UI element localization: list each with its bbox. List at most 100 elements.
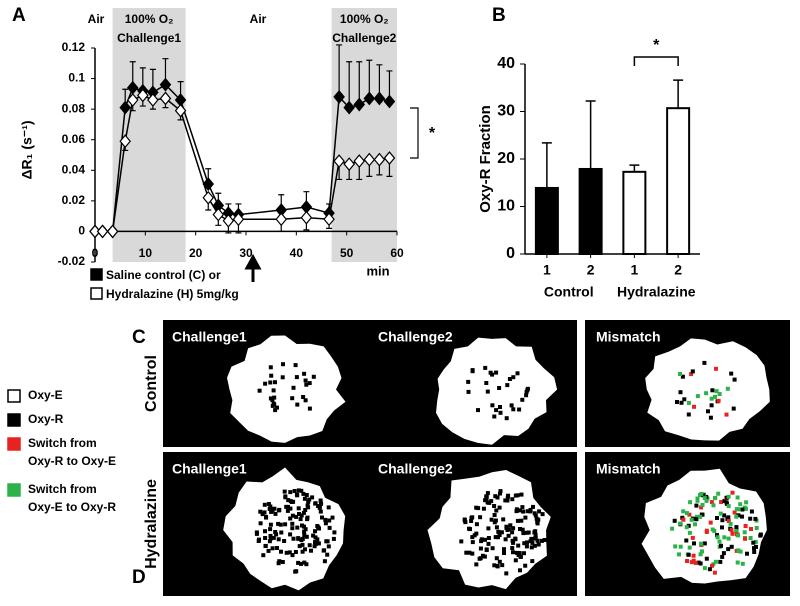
voxel — [681, 517, 686, 522]
voxel — [497, 559, 502, 564]
significance-bracket — [410, 107, 419, 159]
legend-label: Oxy-E — [28, 388, 63, 402]
voxel — [685, 511, 689, 516]
x-tick-label: 2 — [587, 262, 595, 278]
voxel — [713, 496, 717, 501]
voxel — [720, 518, 725, 523]
marker — [343, 100, 355, 115]
panel-letter: B — [492, 5, 506, 26]
voxel — [302, 371, 307, 376]
voxel — [299, 561, 303, 566]
voxel — [520, 527, 525, 532]
y-tick-label: 40 — [497, 55, 515, 72]
legend-label: Switch from — [28, 482, 97, 496]
voxel — [717, 392, 722, 396]
voxel — [722, 535, 727, 540]
voxel — [691, 553, 696, 558]
voxel — [503, 537, 508, 542]
voxel — [298, 517, 303, 522]
marker — [333, 154, 345, 169]
voxel — [536, 517, 541, 522]
voxel — [511, 540, 516, 545]
voxel — [268, 533, 273, 538]
voxel — [715, 533, 719, 538]
x-axis-label: min — [366, 263, 389, 278]
voxel — [515, 518, 520, 523]
voxel — [686, 552, 691, 557]
voxel — [673, 544, 678, 549]
x-tick-label: 0 — [92, 246, 99, 260]
map-title: Challenge1 — [172, 461, 247, 477]
voxel — [511, 375, 516, 380]
annotation: Air — [250, 12, 267, 26]
voxel — [679, 400, 684, 405]
voxel — [515, 371, 520, 376]
voxel — [490, 546, 495, 551]
voxel — [744, 500, 749, 505]
voxel — [257, 388, 262, 393]
marker — [212, 207, 225, 222]
voxel — [678, 390, 683, 395]
voxel — [687, 530, 692, 535]
voxel — [459, 539, 464, 544]
voxel — [530, 559, 535, 564]
voxel — [326, 544, 331, 549]
voxel — [291, 536, 296, 541]
voxel — [467, 550, 472, 555]
voxel — [492, 513, 497, 517]
voxel — [713, 394, 717, 399]
voxel — [521, 509, 526, 514]
voxel — [264, 515, 269, 520]
voxel — [521, 531, 526, 536]
voxel — [303, 527, 308, 532]
voxel — [290, 553, 295, 558]
voxel — [732, 377, 737, 382]
voxel — [493, 535, 498, 540]
voxel — [296, 488, 301, 493]
bar — [534, 186, 559, 256]
voxel — [518, 508, 522, 513]
voxel — [719, 543, 723, 548]
voxel — [273, 380, 277, 385]
voxel — [301, 510, 306, 515]
annotation: Air — [88, 12, 105, 26]
voxel — [254, 531, 259, 536]
voxel — [700, 512, 705, 517]
voxel — [523, 515, 528, 520]
voxel — [515, 550, 519, 555]
voxel — [729, 544, 734, 549]
voxel — [287, 550, 292, 555]
voxel — [686, 412, 691, 417]
voxel — [283, 522, 288, 527]
voxel — [715, 535, 720, 540]
voxel — [729, 371, 734, 376]
voxel — [486, 541, 491, 546]
voxel — [751, 540, 756, 545]
voxel — [528, 539, 533, 544]
voxel — [504, 416, 509, 421]
marker — [159, 91, 172, 106]
voxel — [263, 543, 268, 548]
voxel — [535, 538, 540, 543]
voxel — [494, 408, 499, 413]
voxel — [728, 521, 733, 526]
voxel — [497, 386, 502, 390]
voxel — [506, 533, 511, 538]
voxel — [271, 388, 276, 393]
voxel — [506, 527, 511, 532]
voxel — [497, 533, 502, 537]
voxel — [303, 547, 307, 552]
error-bar — [629, 164, 640, 172]
voxel — [753, 516, 758, 521]
marker — [343, 157, 355, 172]
voxel — [270, 546, 275, 551]
voxel — [268, 522, 273, 527]
voxel — [742, 530, 747, 535]
voxel — [315, 537, 320, 542]
error-bar — [585, 100, 596, 169]
voxel — [302, 529, 307, 534]
voxel — [468, 527, 472, 532]
voxel — [743, 524, 748, 528]
voxel — [732, 510, 737, 515]
voxel — [300, 549, 305, 554]
